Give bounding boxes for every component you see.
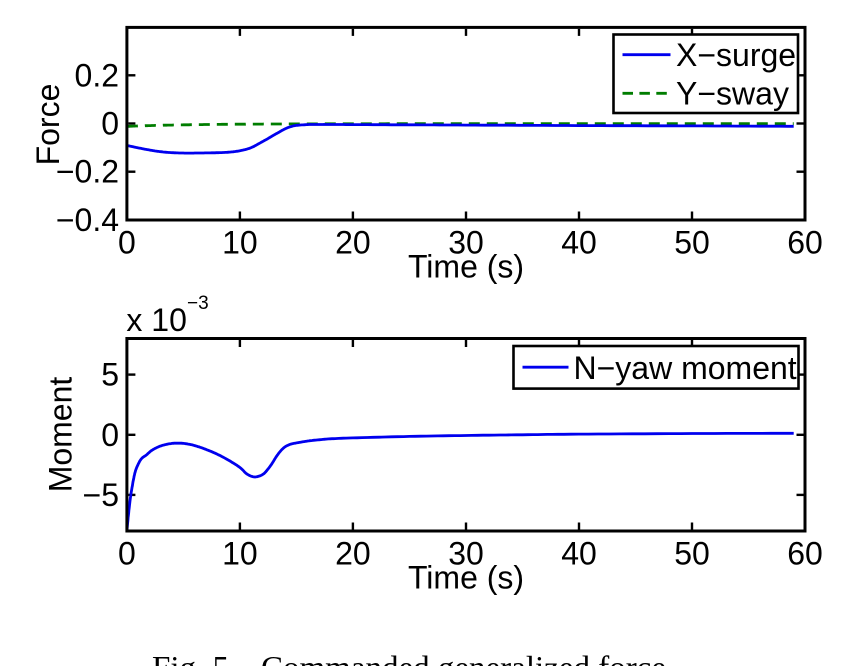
svg-text:50: 50 xyxy=(674,224,710,260)
svg-text:0: 0 xyxy=(101,417,119,453)
svg-text:−3: −3 xyxy=(187,293,209,314)
svg-text:30: 30 xyxy=(448,224,484,260)
svg-text:60: 60 xyxy=(787,224,823,260)
svg-text:5: 5 xyxy=(101,357,119,393)
svg-text:Fig. 5.: Fig. 5. xyxy=(152,651,237,666)
svg-text:N−yaw moment: N−yaw moment xyxy=(574,350,797,386)
svg-text:x 10: x 10 xyxy=(126,302,186,338)
svg-text:X−surge: X−surge xyxy=(676,37,796,73)
svg-text:Force: Force xyxy=(30,84,66,166)
svg-text:40: 40 xyxy=(561,224,597,260)
svg-text:Commanded generalized force: Commanded generalized force xyxy=(261,651,666,666)
svg-text:Moment: Moment xyxy=(43,377,79,493)
svg-text:−0.2: −0.2 xyxy=(56,154,119,190)
svg-text:40: 40 xyxy=(561,535,597,571)
svg-text:20: 20 xyxy=(335,535,371,571)
svg-text:0: 0 xyxy=(101,106,119,142)
svg-text:0.2: 0.2 xyxy=(75,57,119,93)
svg-text:−5: −5 xyxy=(83,477,119,513)
svg-text:10: 10 xyxy=(222,224,258,260)
svg-text:Time (s): Time (s) xyxy=(408,560,524,596)
svg-text:−0.4: −0.4 xyxy=(56,202,119,238)
svg-text:30: 30 xyxy=(448,535,484,571)
svg-text:0: 0 xyxy=(118,224,136,260)
svg-text:0: 0 xyxy=(118,535,136,571)
svg-text:50: 50 xyxy=(674,535,710,571)
svg-text:Y−sway: Y−sway xyxy=(676,76,789,112)
svg-text:Time (s): Time (s) xyxy=(408,249,524,285)
svg-text:10: 10 xyxy=(222,535,258,571)
svg-text:20: 20 xyxy=(335,224,371,260)
svg-text:60: 60 xyxy=(787,535,823,571)
